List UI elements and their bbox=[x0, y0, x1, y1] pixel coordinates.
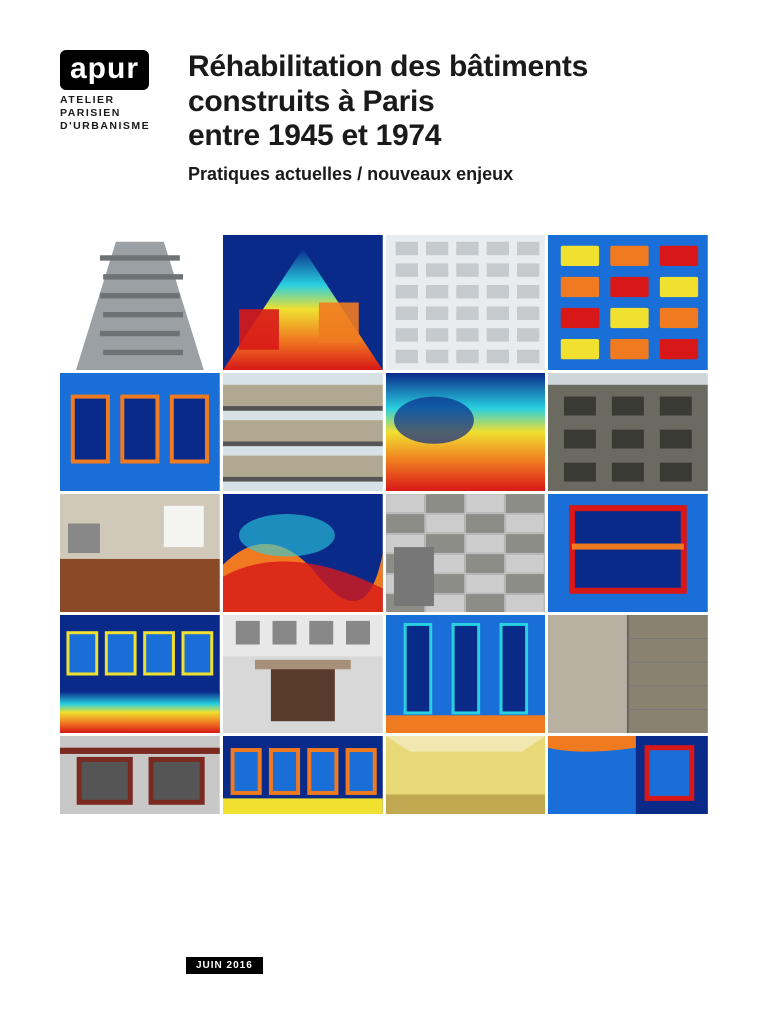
grid-cell-0-1 bbox=[223, 235, 383, 370]
document-title: Réhabilitation des bâtiments construits … bbox=[188, 50, 708, 154]
grid-cell-2-1 bbox=[223, 494, 383, 612]
image-grid bbox=[60, 235, 708, 814]
document-subtitle: Pratiques actuelles / nouveaux enjeux bbox=[188, 164, 708, 185]
header: apur ATELIER PARISIEN D'URBANISME Réhabi… bbox=[60, 50, 708, 185]
grid-cell-1-3 bbox=[548, 373, 708, 491]
grid-cell-0-2 bbox=[386, 235, 546, 370]
grid-cell-4-3 bbox=[548, 736, 708, 814]
grid-cell-1-0 bbox=[60, 373, 220, 491]
grid-cell-2-0 bbox=[60, 494, 220, 612]
grid-cell-3-0 bbox=[60, 615, 220, 733]
grid-cell-3-1 bbox=[223, 615, 383, 733]
grid-cell-0-3 bbox=[548, 235, 708, 370]
grid-cell-4-0 bbox=[60, 736, 220, 814]
grid-cell-0-0 bbox=[60, 235, 220, 370]
logo-subtitle: ATELIER PARISIEN D'URBANISME bbox=[60, 94, 170, 133]
grid-cell-1-1 bbox=[223, 373, 383, 491]
date-badge: JUIN 2016 bbox=[186, 957, 263, 974]
grid-cell-3-3 bbox=[548, 615, 708, 733]
grid-cell-4-1 bbox=[223, 736, 383, 814]
logo-brand: apur bbox=[60, 50, 149, 90]
grid-cell-1-2 bbox=[386, 373, 546, 491]
title-block: Réhabilitation des bâtiments construits … bbox=[188, 50, 708, 185]
logo: apur ATELIER PARISIEN D'URBANISME bbox=[60, 50, 170, 133]
grid-cell-2-2 bbox=[386, 494, 546, 612]
grid-cell-4-2 bbox=[386, 736, 546, 814]
grid-cell-2-3 bbox=[548, 494, 708, 612]
grid-cell-3-2 bbox=[386, 615, 546, 733]
